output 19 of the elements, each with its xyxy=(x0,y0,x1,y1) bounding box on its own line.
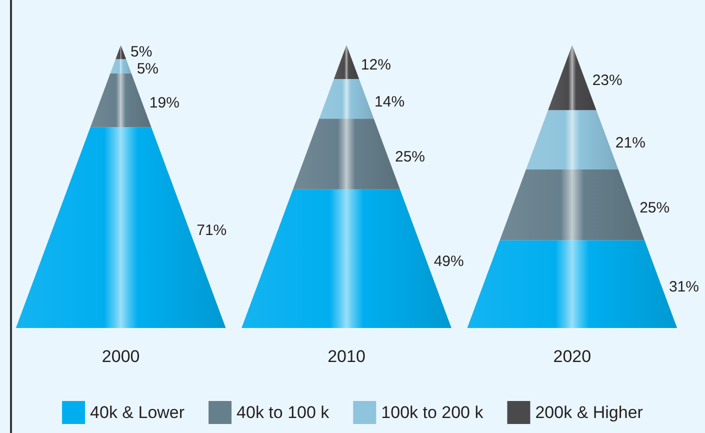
data-label: 21% xyxy=(615,134,646,152)
category-label: 2000 xyxy=(102,347,140,366)
category-label: 2020 xyxy=(553,347,592,366)
data-label: 5% xyxy=(130,44,152,61)
category-label: 2010 xyxy=(328,347,366,366)
data-label: 19% xyxy=(149,94,180,112)
data-label: 14% xyxy=(374,93,405,110)
data-label: 49% xyxy=(434,253,464,270)
data-label: 31% xyxy=(668,278,699,296)
data-label: 71% xyxy=(196,222,227,240)
data-label: 23% xyxy=(592,72,622,90)
legend-label: 40k to 100 k xyxy=(236,403,330,422)
data-label: 12% xyxy=(360,56,391,74)
legend-label: 40k & Lower xyxy=(90,403,185,422)
data-label: 25% xyxy=(640,199,670,216)
legend-label: 100k to 200 k xyxy=(381,403,484,422)
data-label: 25% xyxy=(395,148,426,166)
legend-label: 200k & Higher xyxy=(535,403,644,422)
data-label: 5% xyxy=(136,60,159,78)
